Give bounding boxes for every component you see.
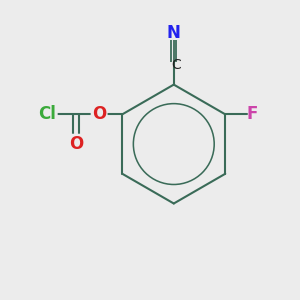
- Text: Cl: Cl: [38, 105, 56, 123]
- Text: O: O: [69, 135, 83, 153]
- Text: C: C: [171, 58, 181, 72]
- Text: O: O: [92, 105, 106, 123]
- Text: F: F: [247, 105, 258, 123]
- Text: N: N: [167, 25, 181, 43]
